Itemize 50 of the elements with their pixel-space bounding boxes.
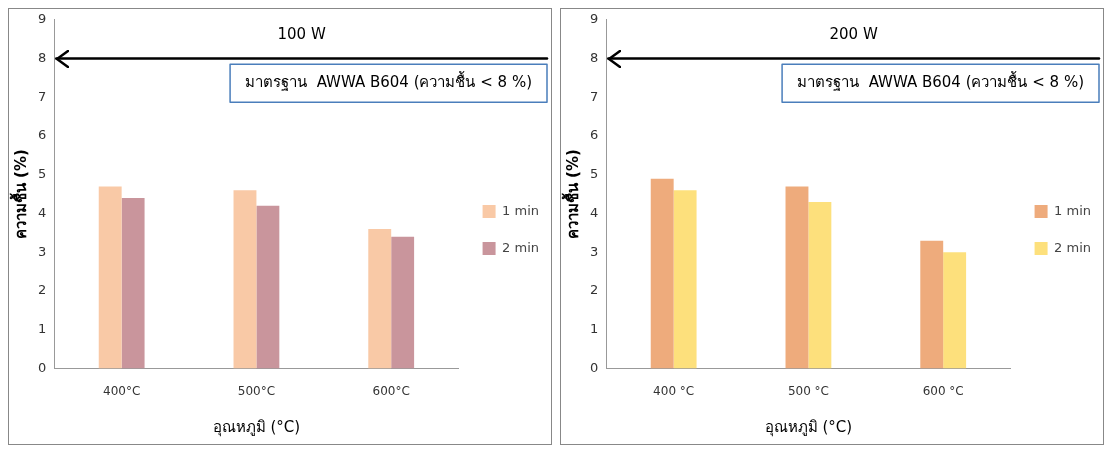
x-axis-title: อุณหภูมิ (°C) <box>764 417 853 437</box>
y-axis-title: ความชื้น (%) <box>8 149 30 240</box>
y-tick-label: 6 <box>589 127 599 143</box>
legend-label: 1 min <box>1054 202 1091 218</box>
y-tick-label: 6 <box>37 127 47 143</box>
x-tick-label: 600°C <box>372 383 410 398</box>
x-tick-label: 500 °C <box>787 383 829 398</box>
y-tick-label: 5 <box>589 166 599 182</box>
y-tick-label: 2 <box>589 282 599 298</box>
text: 200 W <box>829 25 878 44</box>
y-tick-label: 2 <box>37 282 47 298</box>
x-tick-label: 400 °C <box>653 383 695 398</box>
x-tick-label: 600 °C <box>922 383 964 398</box>
y-tick-label: 7 <box>37 88 47 104</box>
bar <box>233 190 257 369</box>
bar <box>943 252 967 369</box>
y-tick-label: 0 <box>37 359 47 375</box>
y-tick-label: 8 <box>37 49 47 65</box>
y-axis-title: ความชื้น (%) <box>560 149 582 240</box>
y-tick-label: 8 <box>589 49 599 65</box>
y-tick-label: 1 <box>37 321 47 337</box>
x-tick-label: 400°C <box>103 383 141 398</box>
y-tick-label: 1 <box>589 321 599 337</box>
x-axis-title: อุณหภูมิ (°C) <box>212 417 301 437</box>
bar <box>650 178 674 369</box>
bar <box>256 205 280 369</box>
y-tick-label: 4 <box>37 204 47 220</box>
bar <box>808 201 832 369</box>
y-tick-label: 5 <box>37 166 47 182</box>
bar <box>98 186 122 369</box>
bar <box>391 236 415 369</box>
y-tick-label: 7 <box>589 88 599 104</box>
y-tick-label: 3 <box>37 243 47 259</box>
x-tick-label: 500°C <box>237 383 276 398</box>
bar <box>920 240 944 369</box>
bar <box>673 190 697 369</box>
text: 100 W <box>277 25 326 44</box>
bar <box>785 186 809 369</box>
legend-label: 1 min <box>502 202 539 218</box>
y-tick-label: 9 <box>37 11 47 27</box>
legend-label: 2 min <box>1054 239 1091 255</box>
y-tick-label: 9 <box>589 11 599 27</box>
annotation: มาตรฐาน AWWA B604 (ความชื้น < 8 %) <box>797 71 1085 92</box>
y-tick-label: 0 <box>589 359 599 375</box>
bar <box>121 198 145 369</box>
annotation: มาตรฐาน AWWA B604 (ความชื้น < 8 %) <box>245 71 533 92</box>
y-tick-label: 3 <box>589 243 599 259</box>
y-tick-label: 4 <box>589 204 599 220</box>
bar <box>368 229 392 369</box>
legend-label: 2 min <box>502 239 539 255</box>
